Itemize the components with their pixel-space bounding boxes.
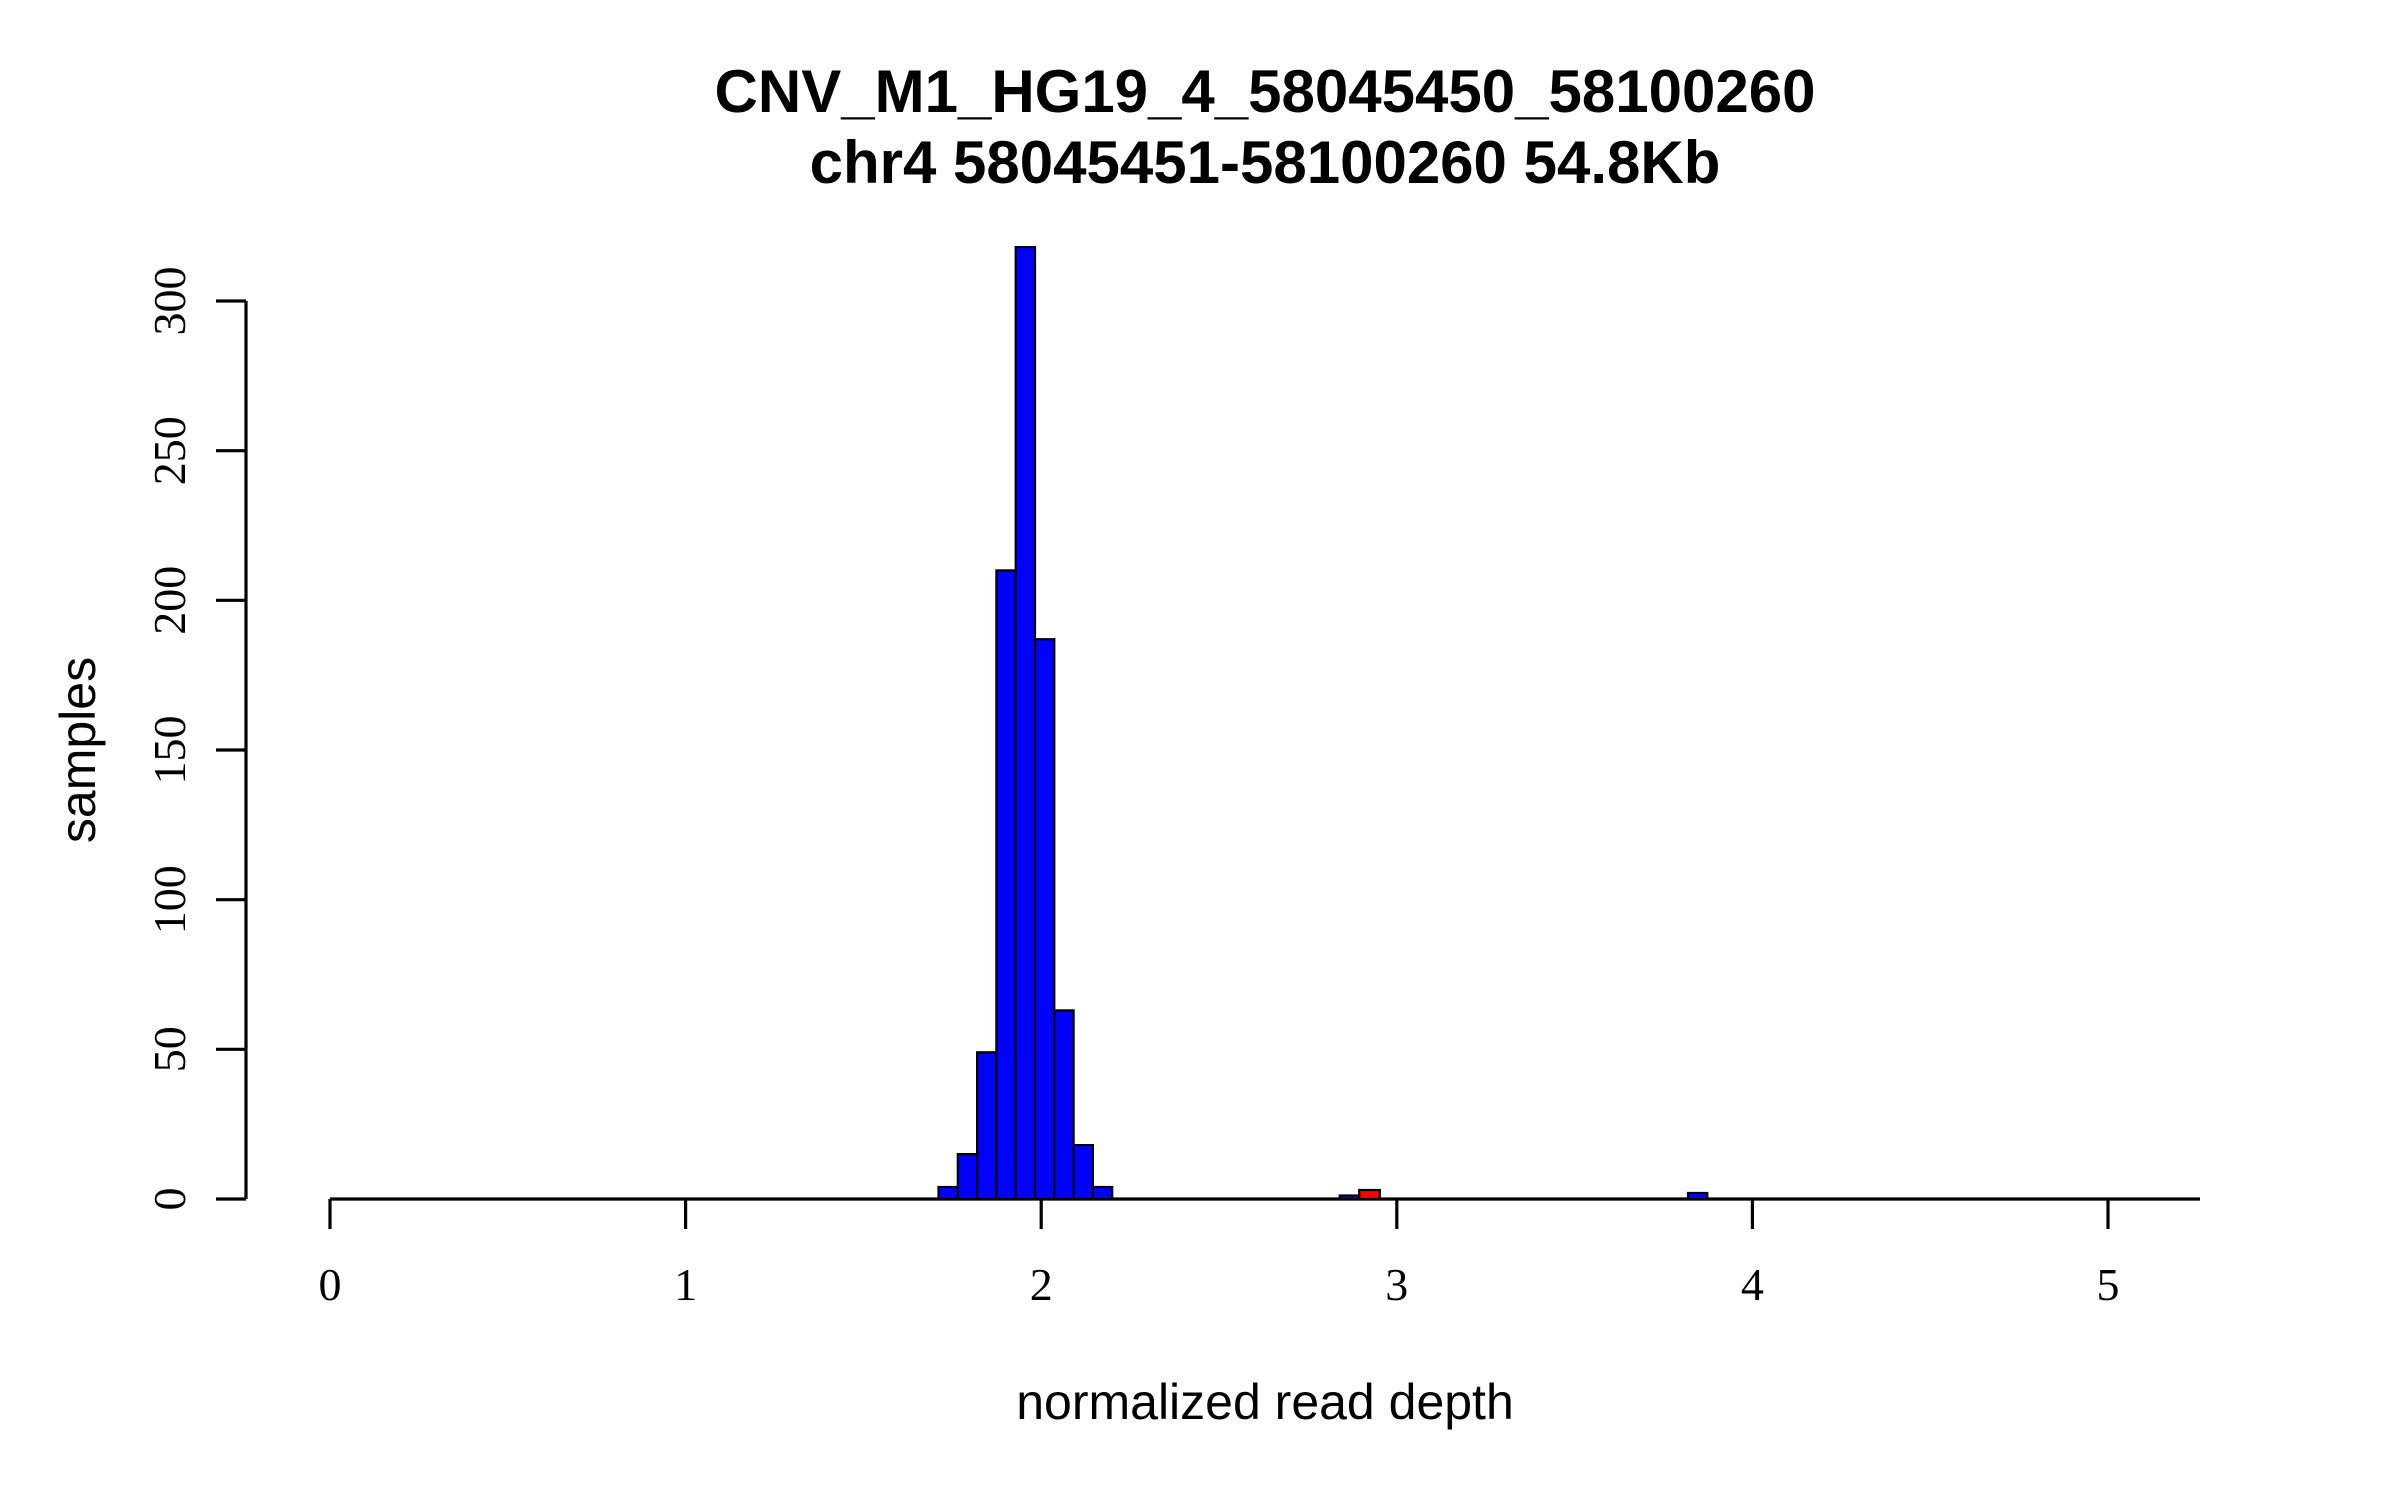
svg-text:0: 0 xyxy=(319,1259,342,1310)
svg-text:1: 1 xyxy=(674,1259,697,1310)
svg-text:normalized read depth: normalized read depth xyxy=(1016,1374,1514,1430)
svg-text:samples: samples xyxy=(50,657,106,843)
svg-text:150: 150 xyxy=(144,716,195,785)
svg-text:CNV_M1_HG19_4_58045450_5810026: CNV_M1_HG19_4_58045450_58100260 xyxy=(715,58,1816,125)
svg-text:4: 4 xyxy=(1741,1259,1764,1310)
svg-text:chr4 58045451-58100260 54.8Kb: chr4 58045451-58100260 54.8Kb xyxy=(810,129,1721,196)
svg-text:300: 300 xyxy=(144,267,195,336)
svg-text:200: 200 xyxy=(144,566,195,635)
svg-text:2: 2 xyxy=(1030,1259,1053,1310)
svg-text:250: 250 xyxy=(144,416,195,485)
svg-text:50: 50 xyxy=(144,1026,195,1072)
svg-text:0: 0 xyxy=(144,1188,195,1211)
svg-text:3: 3 xyxy=(1385,1259,1408,1310)
svg-text:100: 100 xyxy=(144,865,195,934)
svg-text:5: 5 xyxy=(2097,1259,2120,1310)
